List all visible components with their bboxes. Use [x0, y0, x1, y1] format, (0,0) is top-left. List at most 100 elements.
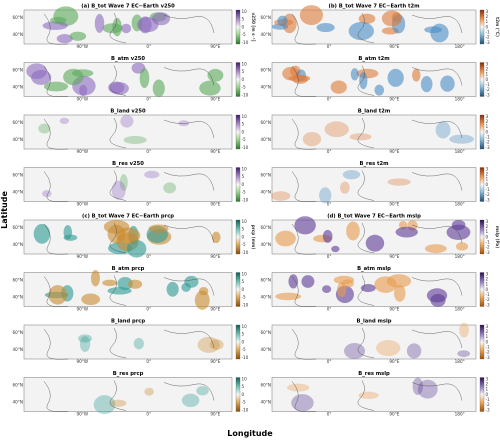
lon-tick-label: 0° [327, 307, 332, 312]
colorbar-tick-label: -1 [486, 292, 491, 297]
lon-tick-label: 0° [327, 149, 332, 154]
anomaly-field [348, 21, 374, 41]
colorbar [479, 219, 485, 255]
lon-tick-label: 90°E [389, 412, 399, 417]
colorbar [479, 114, 485, 150]
colorbar [479, 324, 485, 360]
colorbar-tick-label: 0 [486, 287, 489, 292]
lon-tick-label: 90°W [76, 359, 88, 364]
anomaly-field [56, 34, 73, 44]
anomaly-field [459, 322, 469, 338]
lon-tick-label: 90°E [210, 254, 220, 259]
colorbar-tick-label: -2 [486, 402, 491, 407]
lon-tick-label: 90°E [389, 254, 399, 259]
anomaly-field [316, 23, 335, 33]
lon-tick-label: 90°W [76, 149, 88, 154]
coastline [291, 12, 463, 45]
panel-title: B_land t2m [358, 109, 391, 115]
anomaly-field [110, 399, 127, 407]
lon-tick-label: 0° [327, 412, 332, 417]
anomaly-field [144, 387, 154, 396]
colorbar-tick-label: 10 [242, 61, 248, 66]
colorbar-tick-label: -3 [486, 40, 491, 45]
panel-title: B_res prcp [113, 371, 144, 377]
x-axis-label: Longitude [227, 429, 273, 438]
colorbar-tick-label: 0 [486, 392, 489, 397]
lon-tick-label: 0° [327, 359, 332, 364]
lon-tick-label: 0° [146, 307, 151, 312]
colorbar [235, 114, 241, 150]
colorbar-tick-label: 0 [486, 234, 489, 239]
lat-tick-label: 40°N [260, 347, 271, 352]
anomaly-field [446, 224, 471, 240]
colorbar-tick-label: -1 [486, 82, 491, 87]
anomaly-field [78, 334, 92, 343]
colorbar-tick-label: 0 [242, 234, 245, 239]
lon-tick-label: 180° [455, 359, 465, 364]
anomaly-field [50, 16, 67, 25]
anomaly-field [350, 68, 359, 81]
colorbar-tick-label: 1 [486, 177, 489, 182]
lon-tick-label: 0° [146, 412, 151, 417]
lon-tick-label: 90°E [389, 202, 399, 207]
lon-tick-label: 90°W [76, 412, 88, 417]
anomaly-field [123, 135, 147, 144]
colorbar-tick-label: -2 [486, 87, 491, 92]
lon-tick-label: 90°W [76, 307, 88, 312]
anomaly-field [395, 226, 418, 238]
lon-tick-label: 0° [327, 44, 332, 49]
lat-tick-label: 40°N [260, 242, 271, 247]
panel-title: B_atm t2m [358, 56, 389, 62]
lon-tick-label: 180° [455, 307, 465, 312]
colorbar [479, 62, 485, 97]
anomaly-field [181, 393, 200, 408]
lat-tick-label: 60°N [12, 120, 23, 125]
panel-title: (c) B_tot Wave 7 EC−Earth prcp [82, 214, 174, 220]
anomaly-field [94, 13, 105, 33]
colorbar-tick-label: 3 [486, 271, 489, 276]
anomaly-field [211, 231, 221, 244]
colorbar-tick-label: 3 [486, 114, 489, 119]
coastline [291, 222, 463, 255]
map-frame [271, 167, 477, 202]
anomaly-field [33, 223, 51, 244]
anomaly-field [277, 15, 288, 27]
colorbar-tick-label: 2 [486, 172, 489, 177]
colorbar-tick-label: -1 [486, 397, 491, 402]
colorbar-tick-label: -10 [242, 40, 249, 45]
colorbar-tick-label: 0 [486, 129, 489, 134]
anomaly-field [63, 68, 84, 86]
lon-tick-label: 90°E [210, 307, 220, 312]
coastline [43, 380, 215, 413]
anomaly-field [127, 279, 143, 289]
anomaly-field [181, 282, 191, 292]
map-frame [271, 377, 477, 412]
anomaly-field [365, 234, 385, 252]
colorbar-tick-label: -5 [242, 295, 247, 300]
coastline [43, 170, 215, 203]
anomaly-field [358, 391, 379, 400]
anomaly-field [346, 221, 360, 241]
anomaly-field [93, 395, 116, 415]
anomaly-field [387, 178, 411, 186]
lat-tick-label: 60°N [12, 225, 23, 230]
colorbar-tick-label: -5 [242, 32, 247, 37]
lat-tick-label: 60°N [260, 225, 271, 230]
coastline [291, 380, 463, 413]
colorbar-tick-label: 0 [242, 182, 245, 187]
panel-title: B_res mslp [358, 371, 390, 377]
colorbar-tick-label: 0 [486, 182, 489, 187]
coastline [291, 117, 463, 150]
lon-tick-label: 90°E [210, 97, 220, 102]
lat-tick-label: 60°N [260, 383, 271, 388]
colorbar-tick-label: 0 [486, 339, 489, 344]
coastline [43, 117, 215, 150]
colorbar-tick-label: -10 [242, 250, 249, 255]
panel-title: B_res t2m [359, 161, 388, 167]
anomaly-field [38, 123, 51, 134]
colorbar [479, 167, 485, 202]
colorbar [479, 9, 485, 45]
colorbar-tick-label: -2 [486, 297, 491, 302]
colorbar-tick-label: -10 [242, 145, 249, 150]
colorbar [235, 377, 241, 412]
